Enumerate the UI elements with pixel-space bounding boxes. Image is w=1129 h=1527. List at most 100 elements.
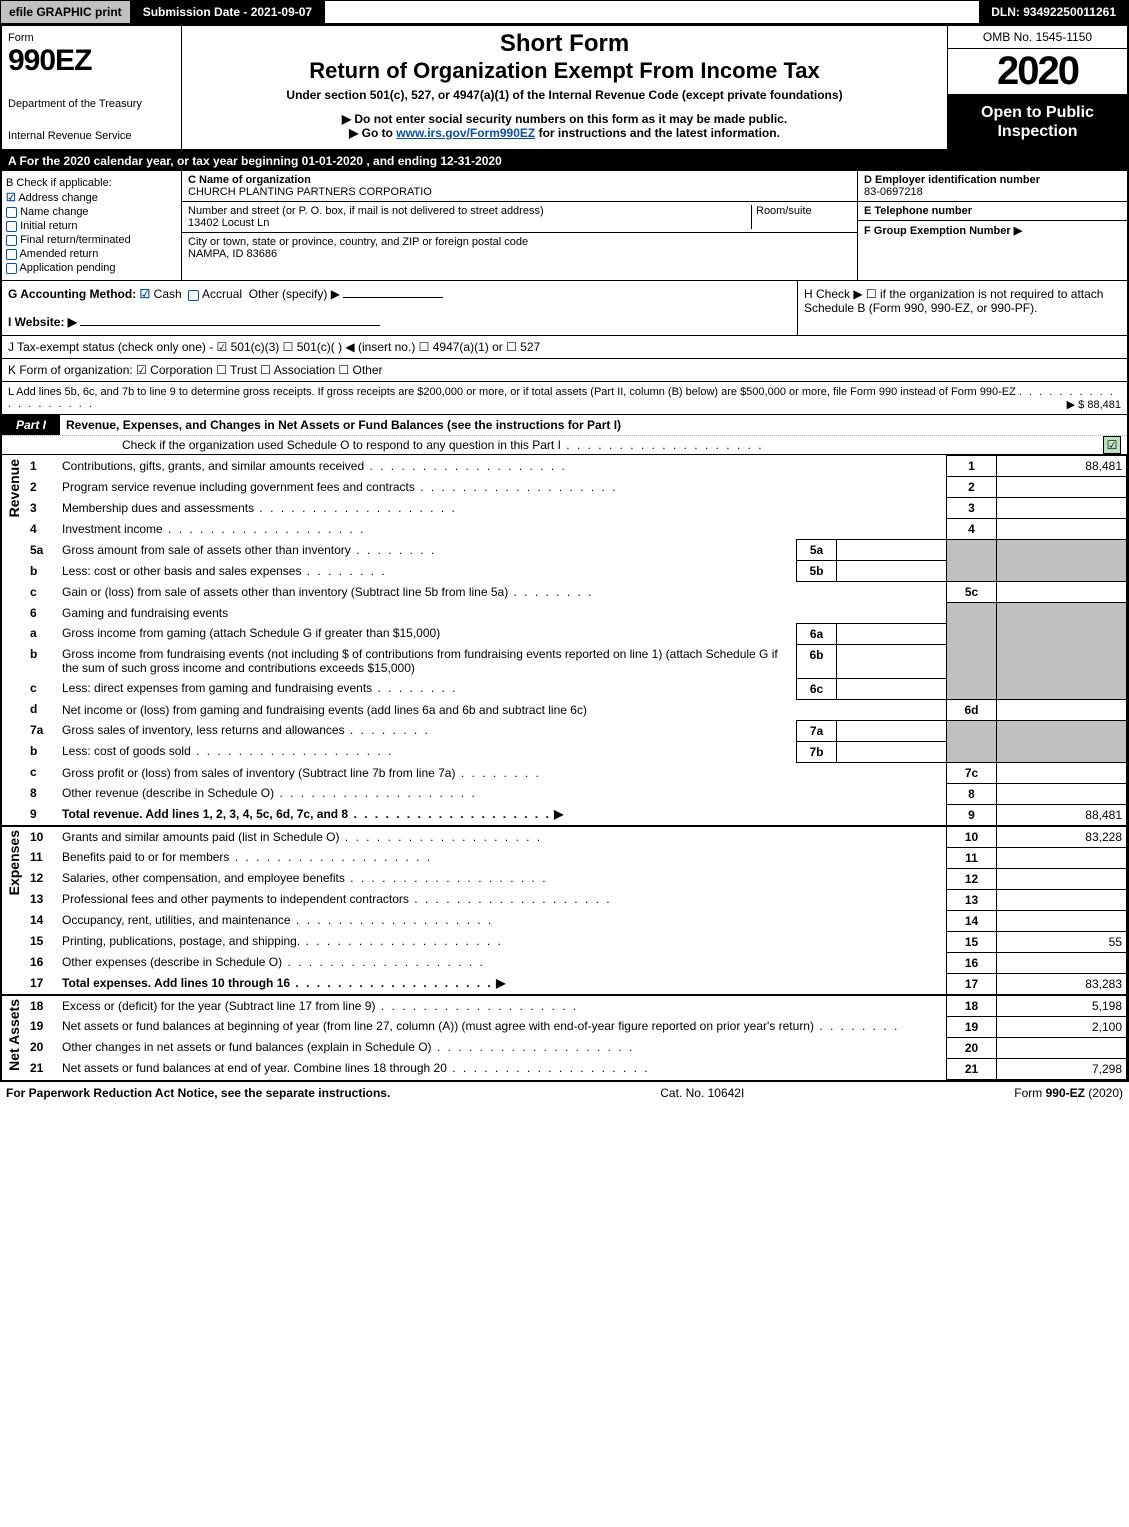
g-other-line [343, 297, 443, 298]
l2-val [997, 477, 1127, 498]
l9-val: 88,481 [997, 804, 1127, 826]
l8-desc: Other revenue (describe in Schedule O) [62, 786, 477, 800]
l19-num: 19 [26, 1016, 58, 1037]
l17-bn: 17 [947, 973, 997, 995]
l21-desc: Net assets or fund balances at end of ye… [62, 1061, 650, 1075]
l5c-bn: 5c [947, 582, 997, 603]
l16-num: 16 [26, 952, 58, 973]
cb-amended-return-label: Amended return [19, 248, 98, 260]
l5b-in: 5b [797, 561, 837, 582]
l6c-num: c [26, 678, 58, 699]
l14-desc: Occupancy, rent, utilities, and maintena… [62, 913, 493, 927]
part-1-label: Part I [2, 415, 60, 435]
l19-desc: Net assets or fund balances at beginning… [62, 1019, 899, 1033]
l7c-desc: Gross profit or (loss) from sales of inv… [62, 766, 541, 780]
cb-final-return-label: Final return/terminated [20, 234, 131, 246]
submission-date-button[interactable]: Submission Date - 2021-09-07 [131, 1, 325, 23]
l5-shade-num [947, 540, 997, 582]
address-value: 13402 Locust Ln [188, 217, 269, 229]
part-1-check-text: Check if the organization used Schedule … [122, 438, 764, 452]
l5a-num: 5a [26, 540, 58, 561]
header-center: Short Form Return of Organization Exempt… [182, 26, 947, 149]
ein-value: 83-0697218 [864, 186, 923, 198]
l6c-desc: Less: direct expenses from gaming and fu… [62, 681, 458, 695]
l1-bn: 1 [947, 456, 997, 477]
l16-desc: Other expenses (describe in Schedule O) [62, 955, 485, 969]
short-form-title: Short Form [192, 30, 937, 58]
l14-bn: 14 [947, 910, 997, 931]
group-exemption-label: F Group Exemption Number ▶ [864, 225, 1022, 237]
cb-name-change: Name change [6, 206, 177, 218]
l13-bn: 13 [947, 889, 997, 910]
l6c-inval [837, 678, 947, 699]
l18-num: 18 [26, 995, 58, 1017]
part-1-title: Revenue, Expenses, and Changes in Net As… [66, 418, 621, 432]
l20-num: 20 [26, 1037, 58, 1058]
l7a-in: 7a [797, 720, 837, 741]
telephone-label: E Telephone number [864, 205, 972, 217]
l15-desc: Printing, publications, postage, and shi… [62, 934, 503, 948]
l6b-inval [837, 644, 947, 678]
telephone-block: E Telephone number [858, 202, 1127, 221]
cb-initial-return-label: Initial return [20, 220, 77, 232]
part-1-checkbox: ☑ [1103, 436, 1121, 454]
tax-year: 2020 [948, 49, 1127, 94]
l20-val [997, 1037, 1127, 1058]
ssn-warning: ▶ Do not enter social security numbers o… [192, 112, 937, 126]
info-block: B Check if applicable: ☑ Address change … [2, 171, 1127, 281]
city-block: City or town, state or province, country… [182, 233, 857, 263]
row-i-website: I Website: ▶ [8, 315, 77, 329]
l5-shade-val [997, 540, 1127, 582]
l18-desc: Excess or (deficit) for the year (Subtra… [62, 999, 578, 1013]
l1-desc: Contributions, gifts, grants, and simila… [62, 459, 567, 473]
l6d-desc: Net income or (loss) from gaming and fun… [62, 703, 587, 717]
l7c-val [997, 762, 1127, 783]
l9-desc: Total revenue. Add lines 1, 2, 3, 4, 5c,… [62, 807, 551, 821]
cb-name-change-label: Name change [20, 206, 89, 218]
l3-val [997, 498, 1127, 519]
schedule-b-check: H Check ▶ ☐ if the organization is not r… [797, 281, 1127, 335]
l7b-desc: Less: cost of goods sold [62, 744, 393, 758]
l17-num: 17 [26, 973, 58, 995]
expenses-side-label: Expenses [2, 826, 26, 995]
irs-link[interactable]: www.irs.gov/Form990EZ [396, 126, 535, 140]
l1-val: 88,481 [997, 456, 1127, 477]
l4-val [997, 519, 1127, 540]
lines-table: Revenue 1 Contributions, gifts, grants, … [2, 455, 1127, 1080]
l10-num: 10 [26, 826, 58, 848]
revenue-vlabel: Revenue [6, 459, 22, 517]
city-label: City or town, state or province, country… [188, 236, 528, 248]
l6b-num: b [26, 644, 58, 678]
return-title: Return of Organization Exempt From Incom… [192, 58, 937, 84]
l14-num: 14 [26, 910, 58, 931]
form-word: Form [8, 32, 175, 44]
l4-num: 4 [26, 519, 58, 540]
omb-number: OMB No. 1545-1150 [948, 26, 1127, 49]
l11-bn: 11 [947, 847, 997, 868]
org-name-block: C Name of organization CHURCH PLANTING P… [182, 171, 857, 202]
l21-bn: 21 [947, 1058, 997, 1079]
department-label: Department of the Treasury [8, 98, 175, 110]
header-left: Form 990EZ Department of the Treasury In… [2, 26, 182, 149]
l7b-num: b [26, 741, 58, 762]
l6d-val [997, 699, 1127, 720]
cb-initial-return: Initial return [6, 220, 177, 232]
l7a-num: 7a [26, 720, 58, 741]
netassets-side-label: Net Assets [2, 995, 26, 1080]
l9-bn: 9 [947, 804, 997, 826]
g-accrual: Accrual [202, 287, 242, 301]
efile-print-button[interactable]: efile GRAPHIC print [1, 1, 131, 23]
row-gh: G Accounting Method: ☑ Cash Accrual Othe… [2, 281, 1127, 336]
l2-num: 2 [26, 477, 58, 498]
g-label: G Accounting Method: [8, 287, 140, 301]
l6-shade-num [947, 603, 997, 700]
l9-arrow: ▶ [554, 807, 563, 821]
cb-address-change: ☑ Address change [6, 191, 177, 204]
l13-num: 13 [26, 889, 58, 910]
ein-label: D Employer identification number [864, 174, 1040, 186]
l17-desc: Total expenses. Add lines 10 through 16 [62, 976, 493, 990]
l6-shade-val [997, 603, 1127, 700]
l17-arrow: ▶ [496, 976, 505, 990]
l15-val: 55 [997, 931, 1127, 952]
l6-num: 6 [26, 603, 58, 624]
